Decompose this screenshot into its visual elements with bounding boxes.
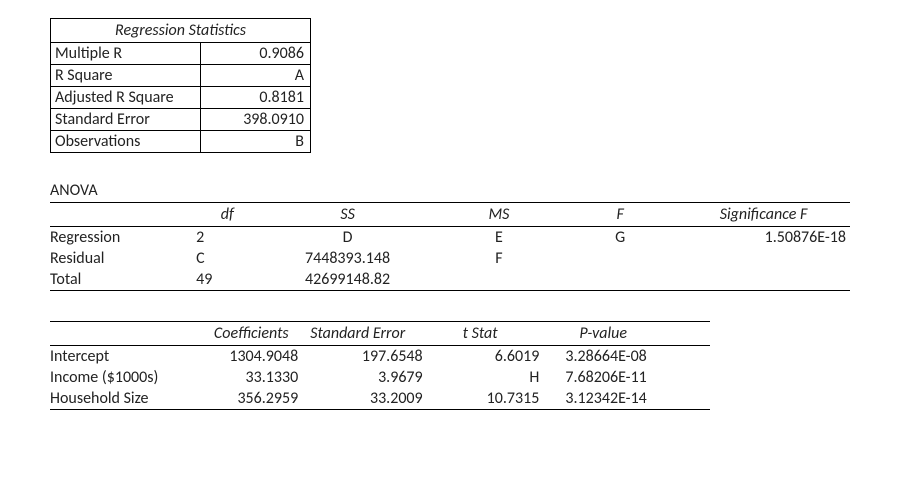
anova-row: Residual C 7448393.148 F (50, 248, 850, 269)
anova-cell: F (435, 248, 564, 269)
coef-cell: 33.2009 (306, 388, 444, 410)
coef-row: Household Size 356.2959 33.2009 10.7315 … (50, 388, 710, 410)
anova-row-label: Residual (50, 248, 194, 269)
coef-header-pvalue: P-value (561, 322, 710, 346)
regstats-value: 0.8181 (201, 87, 311, 109)
regstats-label: Multiple R (51, 43, 201, 65)
coef-row-label: Income ($1000s) (50, 367, 196, 388)
anova-cell: E (435, 227, 564, 249)
coef-header-coefficients: Coefficients (196, 322, 306, 346)
coef-cell: 356.2959 (196, 388, 306, 410)
coef-header-tstat: t Stat (445, 322, 562, 346)
anova-row: Regression 2 D E G 1.50876E-18 (50, 227, 850, 249)
coef-cell: 33.1330 (196, 367, 306, 388)
anova-cell: G (563, 227, 677, 249)
coef-header-stderr: Standard Error (306, 322, 444, 346)
regstats-label: Adjusted R Square (51, 87, 201, 109)
coef-row: Intercept 1304.9048 197.6548 6.6019 3.28… (50, 346, 710, 368)
anova-header-f: F (563, 203, 677, 227)
regstats-value: A (201, 65, 311, 87)
coef-cell: 3.28664E-08 (561, 346, 710, 368)
coef-cell: 197.6548 (306, 346, 444, 368)
anova-cell (563, 248, 677, 269)
regstats-label: Standard Error (51, 109, 201, 131)
regstats-label: Observations (51, 131, 201, 153)
anova-title: ANOVA (50, 181, 905, 200)
regstats-label: R Square (51, 65, 201, 87)
anova-cell: 1.50876E-18 (677, 227, 850, 249)
anova-table: df SS MS F Significance F Regression 2 D… (50, 202, 850, 291)
coef-cell: 3.12342E-14 (561, 388, 710, 410)
coef-corner (50, 322, 196, 346)
coef-cell: 6.6019 (445, 346, 562, 368)
regression-statistics-table: Regression Statistics Multiple R 0.9086 … (50, 18, 311, 153)
anova-cell: D (261, 227, 435, 249)
anova-row-label: Total (50, 269, 194, 291)
anova-row-label: Regression (50, 227, 194, 249)
coef-cell: 7.68206E-11 (561, 367, 710, 388)
coef-cell: 10.7315 (445, 388, 562, 410)
anova-cell (435, 269, 564, 291)
anova-header-sigf: Significance F (677, 203, 850, 227)
anova-corner (50, 203, 194, 227)
coef-cell: 3.9679 (306, 367, 444, 388)
regstats-value: B (201, 131, 311, 153)
anova-cell (677, 269, 850, 291)
regstats-value: 0.9086 (201, 43, 311, 65)
coef-row-label: Household Size (50, 388, 196, 410)
coefficients-table: Coefficients Standard Error t Stat P-val… (50, 321, 710, 410)
anova-cell: 2 (194, 227, 260, 249)
regstats-value: 398.0910 (201, 109, 311, 131)
coef-cell: 1304.9048 (196, 346, 306, 368)
anova-header-df: df (194, 203, 260, 227)
coef-row: Income ($1000s) 33.1330 3.9679 H 7.68206… (50, 367, 710, 388)
coef-row-label: Intercept (50, 346, 196, 368)
anova-cell: C (194, 248, 260, 269)
regstats-header: Regression Statistics (51, 19, 311, 43)
coef-cell: H (445, 367, 562, 388)
anova-cell: 49 (194, 269, 260, 291)
anova-cell: 42699148.82 (261, 269, 435, 291)
anova-cell (563, 269, 677, 291)
anova-cell: 7448393.148 (261, 248, 435, 269)
anova-header-ss: SS (261, 203, 435, 227)
anova-cell (677, 248, 850, 269)
anova-row: Total 49 42699148.82 (50, 269, 850, 291)
anova-header-ms: MS (435, 203, 564, 227)
